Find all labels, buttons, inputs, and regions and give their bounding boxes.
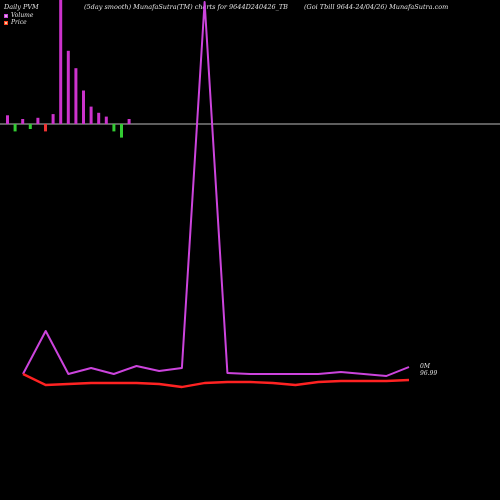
volume-bar <box>66 50 70 124</box>
volume-bar <box>21 119 25 124</box>
volume-bar <box>28 124 32 129</box>
volume-line <box>22 1 410 377</box>
volume-bar <box>120 124 123 138</box>
legend-volume: Volume <box>4 12 33 19</box>
legend-volume-label: Volume <box>11 12 34 19</box>
legend-price-label: Price <box>11 19 27 26</box>
chart-title-middle: (5day smooth) MunafaSutra(TM) charts for… <box>84 3 288 11</box>
price-end-label: 96.99 <box>420 370 437 377</box>
volume-bar <box>82 90 85 124</box>
volume-bar <box>51 114 55 124</box>
volume-bar <box>112 124 116 132</box>
series-lines-group <box>22 1 410 389</box>
chart-title-right: (Goi Tbill 9644-24/04/26) MunafaSutra.co… <box>304 3 449 11</box>
volume-end-label: 0M <box>420 363 431 370</box>
volume-bar <box>6 115 9 124</box>
chart-title-left: Daily PVM <box>4 3 39 11</box>
volume-bars-group <box>6 0 131 138</box>
volume-bar <box>97 112 101 124</box>
legend-volume-swatch <box>4 13 8 18</box>
price-line <box>22 372 410 389</box>
volume-bar <box>36 117 40 124</box>
volume-bar <box>89 106 93 124</box>
volume-bar <box>59 0 63 124</box>
volume-bar <box>74 68 78 124</box>
legend-price: Price <box>4 19 27 26</box>
legend-price-swatch <box>4 20 8 25</box>
volume-bar <box>104 116 108 124</box>
volume-bar <box>44 124 47 132</box>
volume-bar <box>13 124 17 132</box>
volume-bar <box>127 119 131 124</box>
